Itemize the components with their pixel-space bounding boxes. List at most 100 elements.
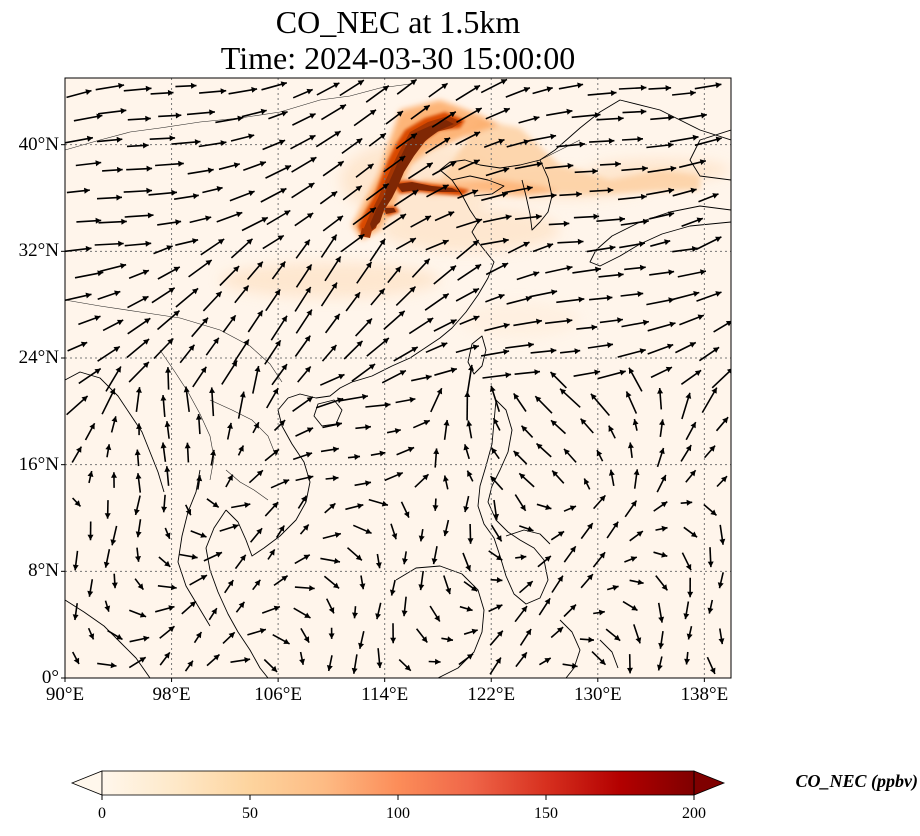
wind-arrow <box>716 475 728 488</box>
wind-arrow <box>230 657 251 663</box>
wind-arrow <box>506 296 532 305</box>
lon-tick-label: 130°E <box>573 684 622 705</box>
wind-arrow <box>353 109 377 127</box>
wind-arrow <box>576 324 598 331</box>
wind-arrow <box>572 266 602 274</box>
wind-arrow <box>290 134 316 150</box>
wind-arrow <box>383 310 406 330</box>
wind-arrow <box>354 480 372 487</box>
wind-arrow <box>273 419 286 432</box>
wind-arrow <box>175 82 197 89</box>
wind-arrow <box>505 342 534 349</box>
wind-arrow <box>571 112 601 119</box>
wind-arrow <box>206 653 221 667</box>
wind-arrow <box>671 291 700 301</box>
wind-arrow <box>376 648 383 669</box>
wind-arrow <box>429 605 441 622</box>
wind-arrow <box>66 89 92 99</box>
wind-arrow <box>514 369 541 376</box>
wind-arrow <box>507 241 530 254</box>
wind-arrow <box>191 317 209 338</box>
wind-arrow <box>650 114 674 121</box>
wind-arrow <box>75 160 102 167</box>
wind-arrow <box>224 579 234 594</box>
wind-arrow <box>657 656 663 671</box>
wind-arrow <box>431 546 438 565</box>
wind-arrow <box>247 628 267 636</box>
wind-arrow <box>537 555 552 568</box>
wind-arrow <box>627 654 633 674</box>
wind-arrow <box>515 651 528 668</box>
wind-arrow <box>96 194 123 201</box>
wind-arrow <box>715 416 729 432</box>
wind-arrow <box>222 314 237 333</box>
wind-arrow <box>66 187 90 194</box>
wind-arrow <box>226 422 233 440</box>
wind-arrow <box>587 90 617 97</box>
wind-arrow <box>592 551 606 568</box>
wind-arrow <box>199 88 227 95</box>
wind-arrow <box>434 211 455 222</box>
wind-arrow <box>557 238 584 245</box>
wind-arrow <box>518 580 534 594</box>
wind-arrow <box>173 193 199 200</box>
wind-arrow <box>200 238 225 256</box>
lon-tick-label: 90°E <box>45 684 85 705</box>
wind-arrow <box>485 293 505 303</box>
wind-arrow <box>160 442 167 462</box>
wind-arrow <box>593 494 606 510</box>
wind-arrow <box>341 137 363 155</box>
wind-arrow <box>694 82 722 90</box>
wind-arrow <box>441 636 454 643</box>
wind-arrow <box>458 159 481 171</box>
wind-arrow <box>267 548 276 560</box>
wind-arrow <box>431 111 457 128</box>
wind-arrow <box>625 391 638 414</box>
wind-arrow <box>599 161 621 168</box>
wind-arrow <box>150 89 174 96</box>
wind-arrow <box>210 449 216 466</box>
wind-arrow <box>606 585 619 591</box>
wind-arrow <box>270 315 288 341</box>
wind-arrow <box>263 658 278 673</box>
wind-arrow <box>320 104 347 121</box>
wind-arrow <box>563 448 577 463</box>
wind-arrow <box>698 346 720 362</box>
wind-arrow <box>620 218 649 226</box>
wind-arrow <box>418 528 425 542</box>
wind-arrow <box>192 366 207 388</box>
wind-arrow <box>195 414 202 435</box>
wind-arrow <box>519 628 532 646</box>
wind-arrow <box>252 421 260 434</box>
wind-arrow <box>532 86 553 95</box>
wind-arrow <box>291 156 317 173</box>
wind-arrow <box>107 629 123 641</box>
wind-arrow <box>128 656 147 669</box>
wind-arrow <box>222 631 236 644</box>
wind-arrow <box>252 365 261 394</box>
wind-arrow <box>411 374 432 382</box>
wind-arrow <box>481 191 509 202</box>
wind-arrow <box>683 526 698 538</box>
wind-arrow <box>369 238 386 262</box>
wind-arrow <box>685 421 697 441</box>
wind-arrow <box>655 575 669 591</box>
wind-arrow <box>275 525 285 539</box>
wind-arrow <box>398 659 412 672</box>
wind-arrow <box>129 609 147 618</box>
wind-arrow <box>66 395 89 416</box>
wind-arrow <box>545 162 574 169</box>
wind-arrow <box>679 159 706 169</box>
wind-arrow <box>718 628 725 645</box>
wind-arrow <box>266 387 279 409</box>
colorbar-gradient <box>102 771 694 795</box>
wind-arrow <box>203 551 223 562</box>
wind-arrow <box>158 112 182 119</box>
wind-arrow <box>352 207 377 226</box>
wind-arrow <box>456 107 483 123</box>
wind-arrow <box>375 602 382 620</box>
wind-arrow <box>653 551 668 558</box>
wind-arrow <box>628 367 643 392</box>
wind-arrow <box>266 209 291 226</box>
wind-arrow <box>73 113 103 122</box>
